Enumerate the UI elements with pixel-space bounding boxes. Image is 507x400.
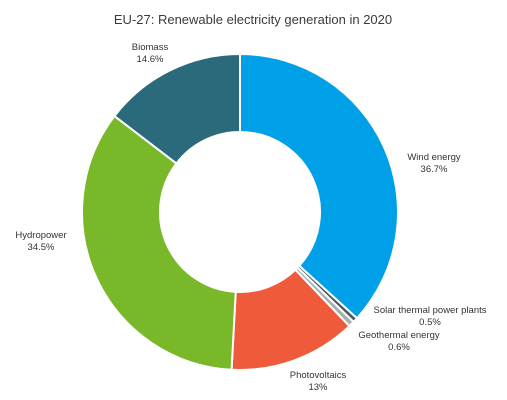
slice-label-biomass: Biomass bbox=[132, 42, 169, 53]
slice-label-solar-thermal-power-plants: Solar thermal power plants bbox=[374, 305, 487, 316]
slice-label-geothermal-energy: Geothermal energy bbox=[358, 330, 440, 341]
slice-label-wind-energy: Wind energy bbox=[407, 152, 461, 163]
slice-value-wind-energy: 36.7% bbox=[421, 164, 448, 175]
slice-hydropower bbox=[81, 114, 237, 371]
slice-value-photovoltaics: 13% bbox=[308, 382, 328, 393]
slice-wind-energy bbox=[239, 52, 399, 320]
slice-label-hydropower: Hydropower bbox=[15, 230, 66, 241]
slice-biomass bbox=[113, 52, 241, 165]
slice-label-photovoltaics: Photovoltaics bbox=[290, 370, 347, 381]
slice-value-hydropower: 34.5% bbox=[28, 242, 55, 253]
slice-value-biomass: 14.6% bbox=[137, 54, 164, 65]
slice-value-solar-thermal-power-plants: 0.5% bbox=[419, 317, 441, 328]
chart-title: EU-27: Renewable electricity generation … bbox=[114, 12, 392, 27]
slices-group bbox=[81, 52, 399, 371]
slice-value-geothermal-energy: 0.6% bbox=[388, 342, 410, 353]
